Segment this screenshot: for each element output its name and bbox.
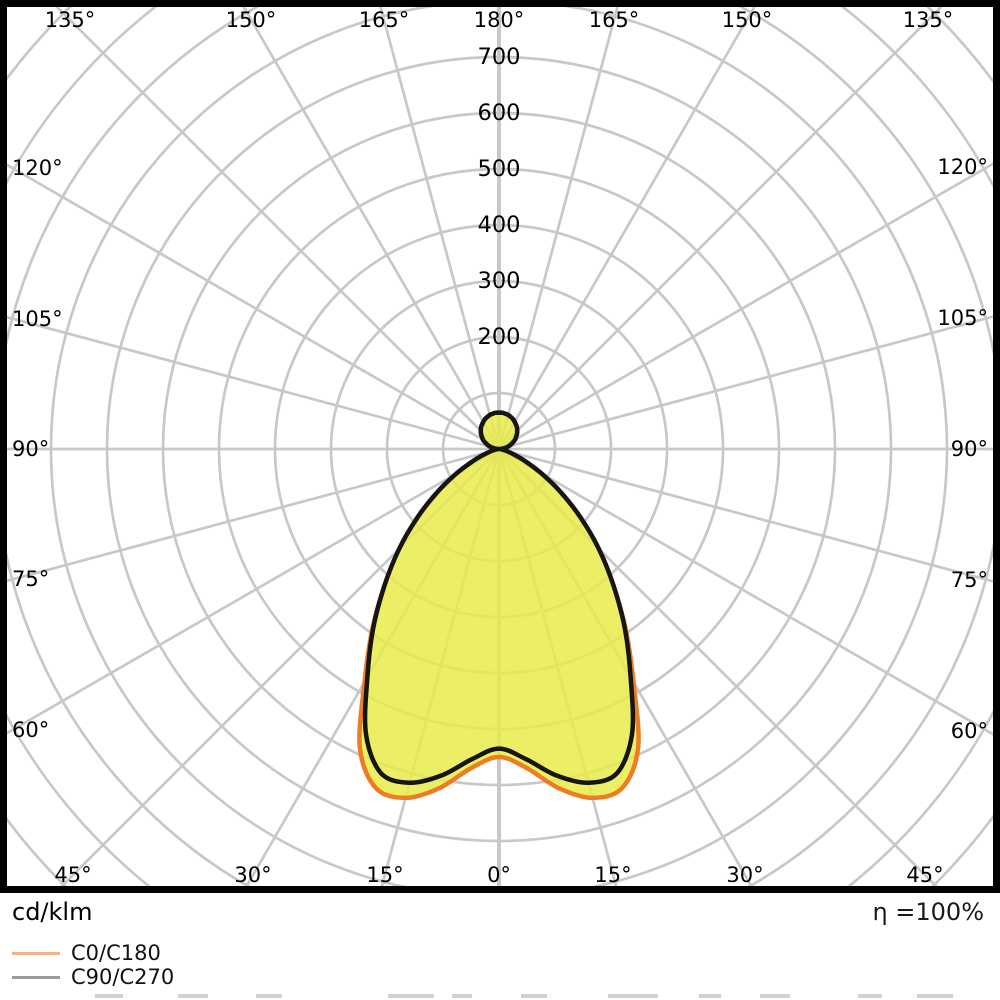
svg-text:150°: 150° [226,8,277,32]
svg-text:15°: 15° [366,863,403,887]
c0-c180-line-swatch [12,951,60,955]
c90-c270-line-swatch [12,975,60,979]
svg-text:60°: 60° [951,719,988,743]
legend-item-c90-c270: C90/C270 [12,966,174,988]
beam-fill [359,412,639,798]
svg-text:120°: 120° [937,155,988,179]
artifact-mark [760,994,790,998]
svg-text:105°: 105° [937,306,988,330]
svg-text:500: 500 [478,156,521,182]
svg-text:90°: 90° [951,437,988,461]
svg-text:60°: 60° [12,718,49,742]
svg-text:165°: 165° [359,8,410,32]
legend-item-c0-c180: C0/C180 [12,942,174,964]
cropped-next-figure-artifact [0,994,1000,1000]
svg-text:165°: 165° [589,8,640,32]
legend: C0/C180 C90/C270 [12,942,174,990]
artifact-mark [608,994,658,998]
artifact-mark [95,994,123,998]
legend-label-c0-c180: C0/C180 [71,941,161,965]
c90-c270-curve [362,410,636,785]
svg-text:135°: 135° [45,8,96,32]
svg-text:75°: 75° [951,568,988,592]
artifact-mark [256,994,282,998]
svg-text:120°: 120° [12,156,63,180]
svg-text:180°: 180° [474,8,525,32]
artifact-mark [699,994,721,998]
efficiency-label: η =100% [872,898,984,926]
svg-text:15°: 15° [594,863,631,887]
artifact-mark [178,994,208,998]
svg-text:90°: 90° [12,437,49,461]
svg-text:300: 300 [478,268,521,294]
svg-text:150°: 150° [722,8,773,32]
figure-footer: cd/klm η =100% C0/C180 C90/C270 [0,893,1000,1000]
svg-text:600: 600 [478,100,521,126]
artifact-mark [858,994,882,998]
svg-text:30°: 30° [726,863,763,887]
svg-text:200: 200 [478,324,521,350]
svg-text:135°: 135° [903,8,954,32]
artifact-mark [452,994,472,998]
tick-labels: 200 300 400 500 600 700 0° 15° 15° 30° 30° 45° 45° 60… [12,8,988,887]
artifact-mark [917,994,953,998]
svg-text:45°: 45° [54,863,91,887]
legend-label-c90-c270: C90/C270 [71,965,175,989]
svg-text:45°: 45° [906,863,943,887]
svg-text:700: 700 [478,44,521,70]
svg-text:0°: 0° [487,863,511,887]
svg-text:75°: 75° [12,567,49,591]
polar-diagram: 200 300 400 500 600 700 0° 15° 15° 30° 30° 45° 45° 60… [0,0,1000,893]
artifact-mark [388,994,434,998]
svg-text:105°: 105° [12,307,63,331]
svg-text:30°: 30° [234,863,271,887]
plot-frame [0,0,1000,893]
svg-text:400: 400 [478,212,521,238]
units-label: cd/klm [12,898,93,926]
artifact-mark [521,994,547,998]
